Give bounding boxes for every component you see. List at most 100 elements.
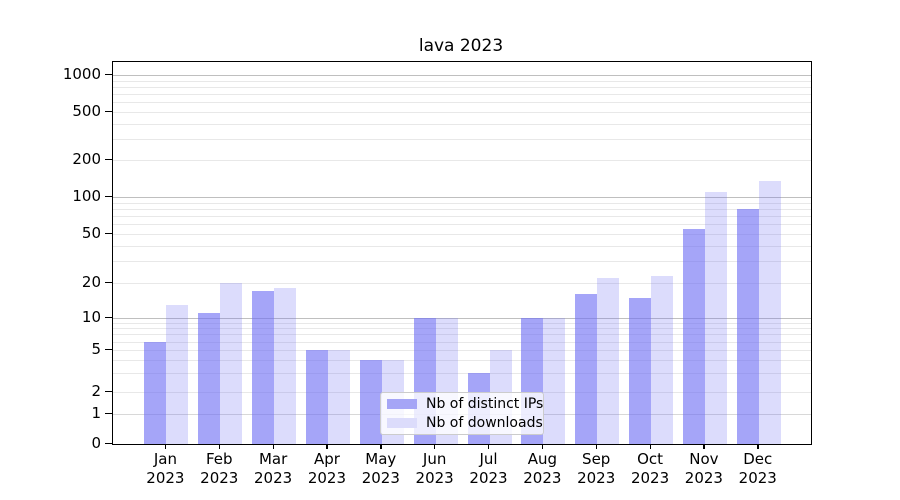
x-tick-dec <box>757 444 759 449</box>
gridline-minor-6 <box>113 341 811 343</box>
y-tick-100 <box>105 195 112 197</box>
gridline-major-1000 <box>113 75 811 76</box>
y-tick-label-100: 100 <box>72 186 101 205</box>
x-tick-label-feb: Feb 2023 <box>200 450 239 487</box>
legend: Nb of distinct IPs Nb of downloads <box>380 392 544 435</box>
bar-ips-oct <box>629 297 652 444</box>
gridline-minor-30 <box>113 261 811 263</box>
bar-downloads-sep <box>597 277 620 444</box>
gridline-minor-3 <box>113 373 811 375</box>
y-tick-50 <box>105 232 112 234</box>
bar-downloads-jan <box>166 304 189 444</box>
legend-label-ips: Nb of distinct IPs <box>426 396 544 412</box>
y-tick-label-0: 0 <box>91 433 101 452</box>
y-tick-500 <box>105 110 112 112</box>
x-tick-nov <box>703 444 705 449</box>
bar-downloads-aug <box>543 318 566 444</box>
gridline-major-100 <box>113 197 811 198</box>
y-tick-0 <box>105 442 112 444</box>
bar-downloads-dec <box>758 180 781 444</box>
y-tick-label-50: 50 <box>81 223 101 242</box>
y-tick-2 <box>105 390 112 392</box>
gridline-minor-40 <box>113 245 811 247</box>
chart-title: lava 2023 <box>418 36 504 56</box>
x-tick-label-oct: Oct 2023 <box>630 450 670 487</box>
bar-downloads-nov <box>704 191 727 444</box>
x-tick-label-jan: Jan 2023 <box>146 450 185 487</box>
gridline-minor-60 <box>113 224 811 226</box>
x-tick-aug <box>541 444 544 449</box>
y-tick-200 <box>105 158 112 160</box>
gridline-minor-90 <box>113 202 811 204</box>
bar-ips-dec <box>736 208 759 444</box>
y-tick-label-20: 20 <box>81 272 101 291</box>
y-tick-1000 <box>105 73 112 75</box>
x-tick-label-mar: Mar 2023 <box>254 450 293 487</box>
x-tick-feb <box>218 444 221 449</box>
y-tick-10 <box>105 316 112 318</box>
y-tick-5 <box>105 348 112 350</box>
legend-swatch-ips <box>387 399 417 409</box>
gridline-minor-4 <box>113 360 811 362</box>
y-tick-label-500: 500 <box>72 101 101 120</box>
gridline-minor-900 <box>113 80 811 82</box>
x-tick-jan <box>164 444 167 449</box>
x-tick-sep <box>595 444 597 449</box>
gridline-minor-8 <box>113 328 811 330</box>
x-tick-oct <box>649 444 651 449</box>
gridline-minor-7 <box>113 334 811 336</box>
legend-item-ips: Nb of distinct IPs <box>387 396 543 412</box>
x-tick-mar <box>272 444 274 449</box>
y-tick-label-10: 10 <box>81 307 101 326</box>
bar-downloads-feb <box>220 283 243 444</box>
gridline-minor-50 <box>113 234 811 235</box>
x-tick-label-aug: Aug 2023 <box>523 450 562 487</box>
gridline-minor-700 <box>113 94 811 96</box>
bar-downloads-oct <box>651 275 674 444</box>
x-tick-label-jul: Jul 2023 <box>469 450 508 487</box>
legend-item-downloads: Nb of downloads <box>387 415 543 431</box>
gridline-minor-9 <box>113 322 811 324</box>
bar-ips-jan <box>144 341 167 444</box>
x-tick-label-sep: Sep 2023 <box>577 450 616 487</box>
gridline-minor-600 <box>113 102 811 104</box>
gridline-minor-70 <box>113 216 811 218</box>
gridline-minor-5 <box>113 350 811 351</box>
y-tick-label-1000: 1000 <box>62 64 101 83</box>
y-tick-label-200: 200 <box>72 149 101 168</box>
legend-swatch-downloads <box>387 418 417 428</box>
x-tick-jun <box>434 444 436 449</box>
x-tick-label-dec: Dec 2023 <box>738 450 777 487</box>
gridline-minor-80 <box>113 208 811 210</box>
bar-downloads-mar <box>274 288 297 444</box>
plot-area <box>112 61 812 445</box>
gridline-major-10 <box>113 318 811 319</box>
gridline-minor-300 <box>113 138 811 140</box>
x-tick-label-nov: Nov 2023 <box>684 450 723 487</box>
x-tick-label-may: May 2023 <box>361 450 400 487</box>
x-tick-may <box>380 444 382 449</box>
gridline-minor-200 <box>113 160 811 161</box>
bar-downloads-apr <box>327 350 350 444</box>
gridline-minor-500 <box>113 112 811 113</box>
y-tick-label-2: 2 <box>91 381 101 400</box>
bar-ips-feb <box>198 313 221 444</box>
y-tick-1 <box>105 412 112 414</box>
x-tick-jul <box>488 444 490 449</box>
y-tick-label-5: 5 <box>91 339 101 358</box>
bar-ips-mar <box>252 291 275 444</box>
x-tick-label-apr: Apr 2023 <box>307 450 347 487</box>
bar-ips-nov <box>682 228 705 444</box>
bar-ips-sep <box>575 294 598 444</box>
y-tick-20 <box>105 281 112 283</box>
bar-ips-apr <box>305 350 328 444</box>
gridline-minor-800 <box>113 86 811 88</box>
gridline-minor-400 <box>113 123 811 125</box>
bar-ips-may <box>359 360 382 444</box>
x-tick-apr <box>326 444 328 449</box>
x-tick-label-jun: Jun 2023 <box>415 450 454 487</box>
legend-label-downloads: Nb of downloads <box>426 415 543 431</box>
gridline-minor-20 <box>113 283 811 284</box>
y-tick-label-1: 1 <box>91 403 101 422</box>
